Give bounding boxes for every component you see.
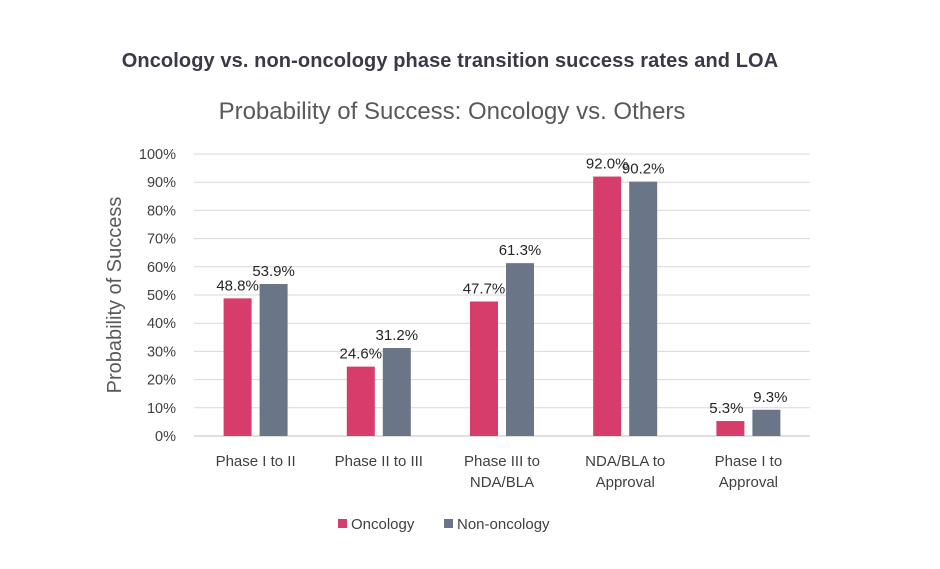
y-tick-label: 60% xyxy=(147,260,176,276)
bar-oncology xyxy=(223,298,252,436)
category-label: Phase III to xyxy=(464,453,540,470)
data-label: 31.2% xyxy=(376,327,419,344)
category-label: Approval xyxy=(719,474,778,491)
y-tick-label: 10% xyxy=(147,401,176,417)
chart-title: Probability of Success: Oncology vs. Oth… xyxy=(219,98,686,125)
bar-oncology xyxy=(716,421,745,436)
category-label: NDA/BLA to xyxy=(585,453,665,470)
bar-oncology xyxy=(346,366,375,436)
gridlines xyxy=(194,153,810,437)
data-label: 9.3% xyxy=(753,389,787,406)
category-label: Phase I to xyxy=(715,453,783,470)
data-label: 48.8% xyxy=(216,277,259,294)
legend-swatch xyxy=(444,519,453,528)
bar-non-oncology xyxy=(382,348,411,436)
y-tick-labels: 0% 10% 20% 30% 40% 50% 60% 70% 80% 90% 100% xyxy=(139,147,176,445)
bar-oncology xyxy=(593,176,622,436)
legend-swatch xyxy=(338,519,347,528)
category-labels: Phase I to II Phase II to III Phase III to… xyxy=(216,453,783,491)
y-tick-label: 20% xyxy=(147,373,176,389)
legend-label: Non-oncology xyxy=(457,516,550,533)
data-label: 61.3% xyxy=(499,242,542,259)
data-label: 90.2% xyxy=(622,161,665,178)
data-label: 53.9% xyxy=(252,263,295,280)
legend-label: Oncology xyxy=(351,516,415,533)
bar-non-oncology xyxy=(629,181,658,436)
y-tick-label: 70% xyxy=(147,232,176,248)
category-label: Phase I to II xyxy=(216,453,296,470)
legend: Oncology Non-oncology xyxy=(338,516,550,533)
category-label: Approval xyxy=(596,474,655,491)
y-tick-label: 0% xyxy=(155,429,176,445)
y-tick-label: 90% xyxy=(147,175,176,191)
bars xyxy=(223,176,781,436)
data-label: 5.3% xyxy=(709,400,743,417)
data-label: 47.7% xyxy=(463,280,506,297)
bar-oncology xyxy=(470,301,498,436)
y-tick-label: 50% xyxy=(147,288,176,304)
data-labels: 48.8%53.9% 24.6% 31.2% 47.7% 61.3% 92.0%90.2%… xyxy=(216,156,787,417)
y-tick-label: 30% xyxy=(147,344,176,360)
category-label: NDA/BLA xyxy=(470,474,534,491)
page-title: Oncology vs. non-oncology phase transiti… xyxy=(121,50,779,72)
y-tick-label: 80% xyxy=(147,203,176,219)
y-tick-label: 100% xyxy=(139,147,176,163)
category-label: Phase II to III xyxy=(335,453,423,470)
y-tick-label: 40% xyxy=(147,316,176,332)
data-label: 24.6% xyxy=(340,346,383,363)
bar-non-oncology xyxy=(259,284,288,436)
bar-non-oncology xyxy=(506,263,534,436)
bar-non-oncology xyxy=(752,409,781,436)
y-axis-label: Probability of Success xyxy=(104,197,126,394)
data-label: 92.0% xyxy=(586,156,629,173)
